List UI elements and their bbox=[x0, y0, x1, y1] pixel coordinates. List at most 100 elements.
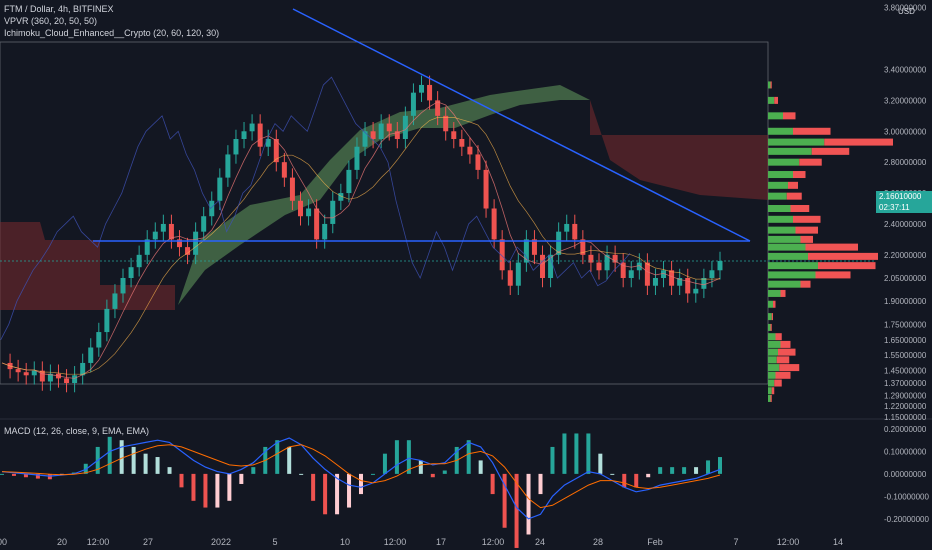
price-axis-tick: 1.15000000 bbox=[884, 413, 927, 422]
candle-body bbox=[491, 208, 497, 240]
price-axis-tick: 1.45000000 bbox=[884, 367, 927, 376]
candle-body bbox=[23, 372, 29, 376]
macd-histogram-bar bbox=[586, 433, 591, 474]
price-axis-tick: 1.37000000 bbox=[884, 379, 927, 388]
candle-body bbox=[717, 261, 723, 271]
candle-body bbox=[289, 177, 295, 201]
price-axis-tick: 3.40000000 bbox=[884, 66, 927, 75]
price-axis-tick: 3.80000000 bbox=[884, 4, 927, 13]
candle-body bbox=[88, 347, 94, 363]
candle-body bbox=[354, 146, 360, 170]
candle-body bbox=[168, 223, 174, 240]
macd-histogram-bar bbox=[0, 473, 4, 475]
countdown-tag: 02:37:11 bbox=[876, 202, 932, 213]
macd-histogram-bar bbox=[227, 473, 232, 501]
macd-histogram-bar bbox=[323, 473, 328, 515]
price-axis-tick: 1.55000000 bbox=[884, 351, 927, 360]
candle-body bbox=[96, 332, 102, 348]
candle-body bbox=[193, 231, 199, 255]
macd-histogram-bar bbox=[311, 473, 316, 501]
candle-body bbox=[15, 369, 21, 373]
candle-body bbox=[540, 254, 546, 278]
macd-histogram-bar bbox=[347, 473, 352, 508]
macd-histogram-bar bbox=[718, 457, 722, 474]
volume-profile-up-bar bbox=[768, 138, 825, 146]
volume-profile-down-bar bbox=[799, 158, 822, 166]
volume-profile-down-bar bbox=[771, 387, 775, 395]
price-axis-tick: 1.29000000 bbox=[884, 391, 927, 400]
candle-body bbox=[499, 239, 505, 271]
ichimoku-cloud-bear-right bbox=[590, 100, 768, 200]
candle-body bbox=[160, 223, 166, 232]
candle-body bbox=[346, 169, 352, 194]
candle-body bbox=[564, 223, 570, 232]
macd-histogram-bar bbox=[610, 473, 615, 475]
macd-histogram-bar bbox=[550, 446, 555, 474]
time-axis-tick: 7 bbox=[733, 537, 738, 547]
candle-body bbox=[604, 254, 610, 271]
price-axis-tick: 3.00000000 bbox=[884, 127, 927, 136]
volume-profile-up-bar bbox=[768, 333, 776, 341]
ichimoku-lagging-span bbox=[0, 76, 631, 340]
macd-histogram-bar bbox=[167, 467, 172, 474]
macd-histogram-bar bbox=[131, 446, 136, 474]
price-axis-tick: 2.20000000 bbox=[884, 251, 927, 260]
time-axis-tick: 10 bbox=[340, 537, 350, 547]
ichimoku-legend[interactable]: Ichimoku_Cloud_Enhanced__Crypto (20, 60,… bbox=[4, 28, 220, 38]
volume-profile-down-bar bbox=[815, 271, 851, 279]
candle-body bbox=[281, 162, 287, 178]
price-axis-tick: 1.90000000 bbox=[884, 297, 927, 306]
volume-profile-up-bar bbox=[768, 158, 800, 166]
time-axis-tick: 17 bbox=[436, 537, 446, 547]
candle-body bbox=[241, 131, 247, 139]
volume-profile-down-bar bbox=[770, 81, 772, 89]
candle-body bbox=[314, 208, 320, 240]
vpvr-legend[interactable]: VPVR (360, 20, 50, 50) bbox=[4, 16, 98, 26]
macd-line bbox=[1, 437, 721, 520]
time-axis-tick: 12:00 bbox=[87, 537, 110, 547]
volume-profile-up-bar bbox=[768, 300, 773, 308]
macd-histogram-bar bbox=[442, 470, 447, 474]
candle-body bbox=[709, 270, 715, 278]
volume-profile-down-bar bbox=[774, 96, 778, 104]
volume-profile-up-bar bbox=[768, 371, 776, 379]
macd-histogram-bar bbox=[694, 467, 699, 474]
time-axis-tick: 27 bbox=[143, 537, 153, 547]
volume-profile-up-bar bbox=[768, 215, 793, 223]
macd-histogram-bar bbox=[370, 473, 375, 475]
volume-profile-down-bar bbox=[800, 235, 813, 243]
macd-histogram-bar bbox=[514, 473, 519, 548]
candle-body bbox=[419, 84, 425, 93]
macd-legend[interactable]: MACD (12, 26, close, 9, EMA, EMA) bbox=[4, 426, 150, 436]
time-axis-tick: 00 bbox=[0, 537, 7, 547]
candle-body bbox=[636, 262, 642, 271]
macd-histogram-bar bbox=[359, 473, 363, 495]
candle-body bbox=[402, 115, 408, 139]
time-axis-tick: 2022 bbox=[211, 537, 231, 547]
macd-histogram-bar bbox=[23, 473, 28, 478]
macd-axis-tick: 0.00000000 bbox=[884, 470, 927, 479]
candle-body bbox=[620, 262, 626, 278]
signal-line bbox=[1, 444, 721, 509]
candle-body bbox=[209, 200, 215, 217]
macd-histogram-bar bbox=[634, 473, 639, 488]
macd-histogram-bar bbox=[394, 440, 399, 474]
volume-profile-up-bar bbox=[768, 147, 812, 155]
candle-body bbox=[523, 239, 529, 263]
candle-body bbox=[507, 270, 513, 286]
candle-body bbox=[112, 293, 118, 309]
candle-body bbox=[483, 169, 489, 209]
candle-body bbox=[548, 254, 554, 278]
candle-body bbox=[273, 139, 279, 163]
candle-body bbox=[427, 84, 433, 101]
macd-histogram-bar bbox=[574, 433, 579, 474]
time-axis-tick: 20 bbox=[57, 537, 67, 547]
volume-profile-up-bar bbox=[768, 192, 787, 200]
symbol-legend[interactable]: FTM / Dollar, 4h, BITFINEX bbox=[4, 4, 114, 14]
macd-histogram-bar bbox=[275, 440, 280, 474]
candle-body bbox=[136, 254, 142, 268]
time-axis-tick: 28 bbox=[593, 537, 603, 547]
candle-body bbox=[386, 123, 392, 132]
volume-profile-down-bar bbox=[771, 313, 773, 321]
